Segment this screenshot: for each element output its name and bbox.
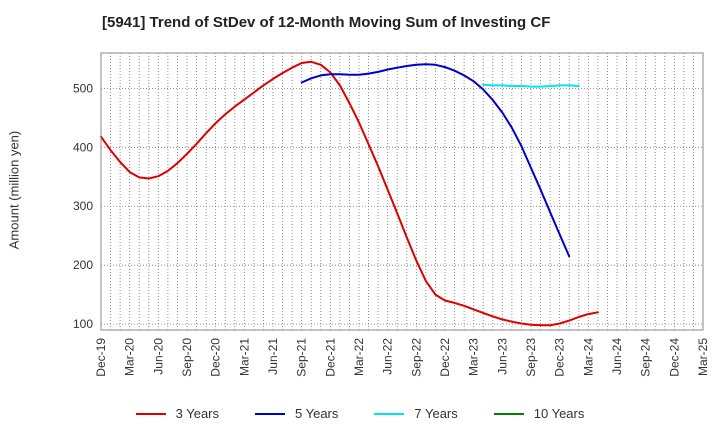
y-tick-label: 100 (73, 317, 93, 331)
series-line-5-years (300, 63, 571, 258)
series-line-7-years (482, 83, 580, 88)
x-tick-label: Dec-19 (94, 338, 108, 377)
x-tick-label: Mar-20 (123, 338, 137, 376)
x-tick-label: Sep-23 (524, 338, 538, 377)
legend-swatch (135, 412, 166, 415)
legend: 3 Years 5 Years 7 Years 10 Years (0, 406, 720, 421)
x-tick-label: Dec-24 (667, 338, 681, 377)
x-tick-label: Jun-21 (266, 338, 280, 375)
legend-item-7-years: 7 Years (374, 406, 458, 421)
legend-label: 7 Years (414, 406, 458, 421)
x-tick-label: Jun-20 (151, 338, 165, 375)
legend-item-3-years: 3 Years (135, 406, 219, 421)
x-tick-label: Dec-21 (323, 338, 337, 377)
x-tick-label: Sep-21 (295, 338, 309, 377)
chart-title: [5941] Trend of StDev of 12-Month Moving… (102, 14, 551, 31)
axis-layer: 100 200 300 400 500 Dec-19 Mar-20 Jun-20 Sep-20 D… (73, 52, 710, 377)
series-layer (100, 60, 599, 327)
legend-swatch (493, 412, 524, 415)
x-tick-label: Mar-22 (352, 338, 366, 376)
x-tick-label: Mar-23 (467, 338, 481, 376)
x-tick-label: Dec-22 (438, 338, 452, 377)
y-tick-label: 300 (73, 199, 93, 213)
x-tick-label: Mar-21 (237, 338, 251, 376)
x-tick-label: Sep-22 (409, 338, 423, 377)
x-tick-label: Mar-25 (696, 338, 710, 376)
x-tick-label: Sep-24 (639, 338, 653, 377)
plot-frame (100, 52, 704, 331)
legend-swatch (255, 412, 285, 415)
series-line-3-years (100, 60, 599, 327)
x-tick-label: Jun-22 (381, 338, 395, 375)
legend-label: 10 Years (533, 406, 585, 421)
x-tick-label: Jun-23 (495, 338, 509, 375)
y-tick-label: 400 (73, 140, 93, 154)
legend-label: 3 Years (175, 406, 219, 421)
x-tick-label: Dec-20 (209, 338, 223, 377)
x-tick-label: Sep-20 (180, 338, 194, 377)
x-tick-label: Jun-24 (610, 338, 624, 375)
legend-item-10-years: 10 Years (493, 406, 585, 421)
x-tick-label: Dec-23 (553, 338, 567, 377)
y-tick-label: 500 (73, 81, 93, 95)
grid-layer (101, 53, 703, 330)
y-tick-label: 200 (73, 258, 93, 272)
x-tick-label: Mar-24 (581, 338, 595, 376)
legend-label: 5 Years (295, 406, 339, 421)
legend-item-5-years: 5 Years (255, 406, 338, 421)
legend-swatch (374, 412, 405, 415)
